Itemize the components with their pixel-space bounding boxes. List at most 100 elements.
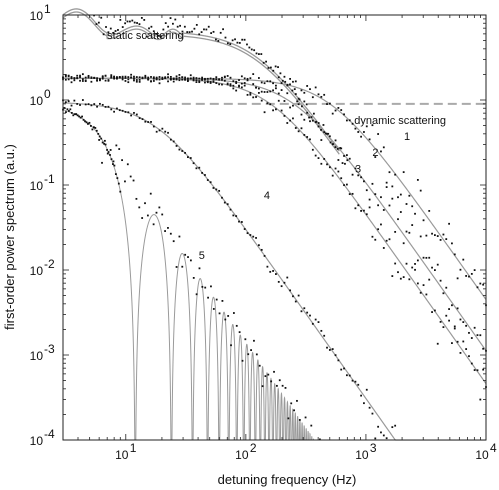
data-point-static — [284, 80, 287, 83]
data-point-4 — [255, 237, 257, 239]
data-point-3 — [147, 76, 150, 79]
data-point-4 — [104, 105, 107, 108]
data-point-3 — [428, 278, 431, 281]
data-point-4 — [158, 129, 161, 132]
data-point-1 — [377, 133, 380, 135]
data-point-2 — [280, 89, 283, 91]
data-point-3 — [104, 74, 107, 77]
data-point-2 — [294, 93, 297, 95]
data-point-3 — [238, 85, 240, 88]
data-point-1 — [130, 73, 133, 76]
data-point-3 — [289, 119, 292, 122]
data-point-4 — [226, 203, 229, 206]
data-point-static — [265, 60, 267, 63]
data-point-static — [341, 162, 344, 164]
data-point-3 — [206, 81, 209, 84]
data-point-3 — [235, 89, 238, 92]
data-point-4 — [377, 425, 380, 428]
data-point-2 — [297, 103, 300, 106]
data-point-1 — [348, 119, 351, 122]
data-point-3 — [280, 109, 283, 112]
data-point-3 — [320, 162, 323, 165]
data-point-3 — [76, 77, 79, 80]
data-point-5 — [224, 318, 227, 321]
data-point-4 — [297, 294, 300, 297]
data-point-2 — [391, 197, 394, 200]
data-points — [62, 14, 487, 441]
data-point-2 — [192, 78, 195, 81]
data-point-4 — [133, 111, 135, 114]
data-point-1 — [453, 253, 456, 256]
data-point-5 — [318, 438, 321, 441]
data-point-5 — [296, 399, 298, 402]
x-tick-exponent: 3 — [370, 441, 377, 455]
data-point-3 — [187, 79, 189, 82]
data-point-2 — [343, 155, 345, 157]
data-point-static — [167, 25, 170, 28]
data-point-2 — [314, 121, 317, 124]
data-point-3 — [164, 76, 167, 79]
data-point-4 — [240, 221, 243, 223]
data-point-1 — [434, 234, 436, 237]
data-point-5 — [106, 149, 108, 151]
data-point-2 — [374, 193, 377, 196]
data-point-1 — [127, 81, 130, 84]
data-point-2 — [451, 304, 453, 307]
data-point-2 — [354, 167, 357, 170]
data-point-5 — [241, 359, 244, 362]
data-point-3 — [99, 79, 101, 82]
data-point-3 — [107, 79, 110, 82]
data-point-1 — [101, 77, 104, 80]
data-point-5 — [90, 125, 92, 127]
data-point-static — [152, 30, 155, 33]
data-point-2 — [206, 77, 209, 80]
data-point-4 — [127, 111, 130, 114]
data-point-3 — [243, 84, 246, 87]
data-point-5 — [116, 177, 119, 179]
data-point-2 — [249, 93, 252, 96]
data-point-1 — [323, 93, 326, 96]
data-point-1 — [448, 222, 450, 225]
data-point-1 — [286, 84, 289, 87]
data-point-4 — [124, 111, 127, 113]
data-point-static — [272, 69, 275, 72]
data-point-3 — [221, 83, 223, 86]
data-point-1 — [470, 272, 473, 275]
y-tick-label: 10 — [30, 264, 44, 278]
data-point-1 — [391, 185, 394, 188]
data-point-2 — [175, 78, 178, 81]
data-point-1 — [283, 75, 286, 78]
data-point-static — [317, 122, 320, 124]
data-point-4 — [84, 103, 87, 106]
data-point-2 — [99, 78, 101, 80]
data-point-5 — [114, 173, 117, 176]
data-point-3 — [416, 282, 419, 285]
data-point-1 — [462, 258, 465, 261]
data-point-1 — [178, 76, 181, 79]
data-point-2 — [110, 74, 113, 77]
data-point-3 — [368, 206, 371, 209]
data-point-1 — [397, 196, 399, 199]
data-point-4 — [192, 162, 195, 165]
curve-label-5: 5 — [199, 250, 205, 262]
data-point-3 — [201, 79, 204, 81]
data-point-4 — [294, 300, 297, 303]
data-point-1 — [436, 235, 439, 237]
data-point-1 — [238, 79, 240, 81]
data-point-1 — [266, 80, 269, 83]
data-point-2 — [73, 79, 76, 82]
data-point-1 — [124, 80, 127, 82]
plot-frame — [62, 14, 487, 441]
data-point-1 — [317, 93, 320, 96]
data-point-static — [296, 100, 299, 103]
x-tick-exponent: 1 — [130, 441, 137, 455]
data-point-2 — [323, 131, 326, 133]
data-point-4 — [101, 103, 104, 106]
data-point-2 — [351, 173, 354, 176]
data-point-3 — [232, 87, 235, 90]
data-point-4 — [164, 130, 167, 133]
data-point-3 — [79, 79, 81, 82]
data-point-4 — [96, 105, 98, 108]
data-point-static — [155, 33, 158, 35]
data-point-2 — [442, 292, 445, 295]
